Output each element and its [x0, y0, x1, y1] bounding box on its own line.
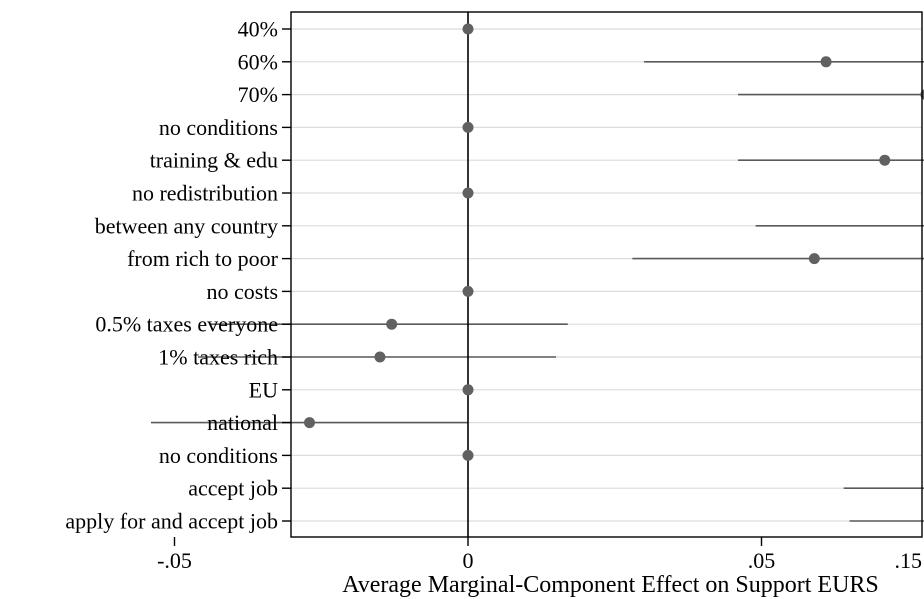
y-tick-label: from rich to poor	[127, 246, 279, 271]
point-estimate	[820, 56, 832, 68]
point-estimate	[462, 23, 474, 35]
point-estimate	[374, 351, 386, 363]
point-estimate	[462, 121, 474, 133]
y-tick-label: 1% taxes rich	[158, 345, 278, 370]
x-axis-title: Average Marginal-Component Effect on Sup…	[342, 572, 879, 598]
x-tick-label: 0	[463, 548, 474, 573]
y-tick-label: 60%	[238, 49, 278, 74]
y-tick-label: EU	[249, 377, 278, 402]
point-estimate	[304, 417, 316, 429]
x-tick-label: .15	[895, 548, 923, 573]
point-estimate	[462, 384, 474, 396]
x-tick-label: .05	[748, 548, 776, 573]
y-tick-marks	[282, 28, 291, 522]
point-estimate	[879, 154, 891, 166]
point-estimate	[462, 187, 474, 199]
y-tick-label: 70%	[238, 82, 278, 107]
point-estimate	[462, 449, 474, 461]
point-estimate	[462, 285, 474, 297]
y-tick-label: 40%	[238, 17, 278, 42]
y-tick-label: national	[207, 410, 278, 435]
plot-frame	[290, 11, 923, 538]
gridlines	[291, 28, 922, 522]
y-tick-label: 0.5% taxes everyone	[95, 312, 278, 337]
y-tick-label: apply for and accept job	[65, 509, 278, 534]
x-tick-marks	[173, 537, 763, 546]
y-tick-label: no conditions	[159, 115, 278, 140]
y-tick-label: no conditions	[159, 443, 278, 468]
y-tick-label: training & edu	[150, 148, 278, 173]
point-estimates	[304, 23, 924, 461]
y-tick-label: no costs	[207, 279, 279, 304]
y-tick-label: accept job	[188, 476, 278, 501]
point-estimate	[386, 318, 398, 330]
y-tick-label: no redistribution	[132, 181, 278, 206]
x-tick-label: -.05	[157, 548, 192, 573]
y-tick-label: between any country	[95, 213, 278, 238]
point-estimate	[808, 253, 820, 265]
x-tick-labels: -.050.05.1.15	[157, 548, 923, 573]
y-tick-labels: 40% 60% 70% no conditions training & edu no r…	[65, 17, 278, 534]
